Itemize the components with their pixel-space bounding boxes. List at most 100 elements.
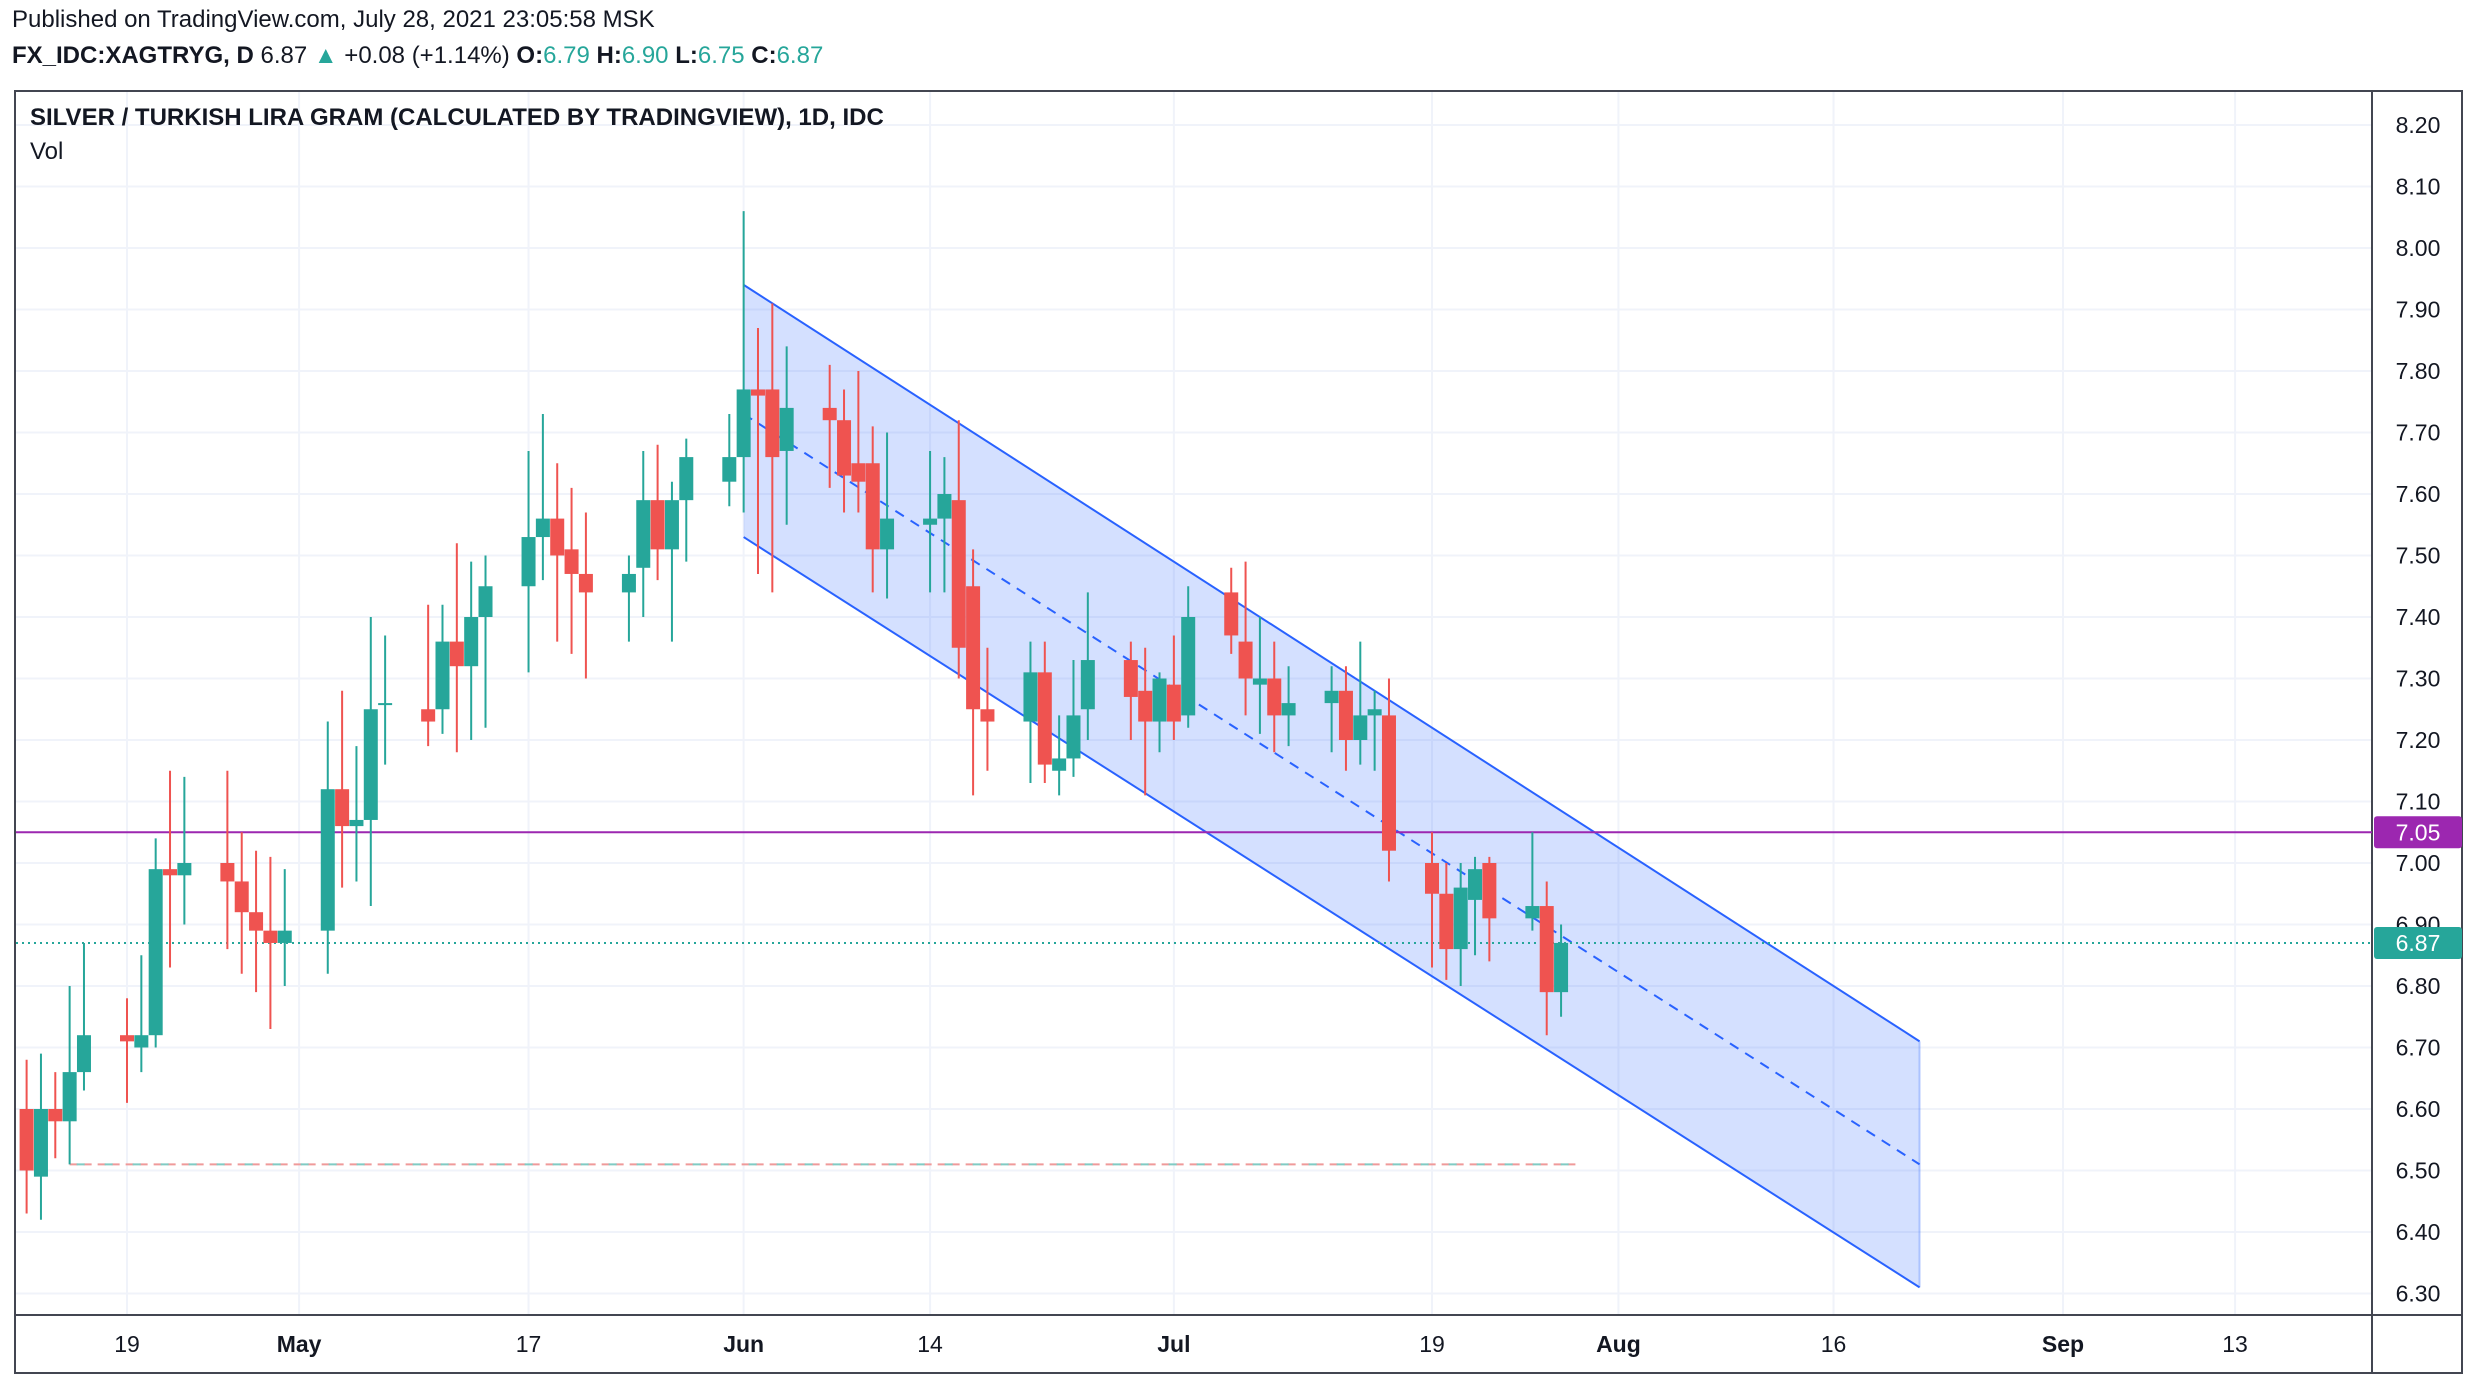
candle-down bbox=[966, 586, 981, 710]
candle-down bbox=[220, 863, 235, 882]
candle-down bbox=[822, 407, 837, 421]
y-tick-label: 7.60 bbox=[2396, 481, 2441, 507]
x-tick-label: Jun bbox=[723, 1331, 764, 1357]
candle-down bbox=[851, 463, 866, 482]
candle-up bbox=[722, 457, 737, 482]
candle-down bbox=[650, 500, 665, 550]
candle-down bbox=[980, 709, 995, 722]
candle-down bbox=[249, 912, 264, 931]
last-price: 6.87 bbox=[260, 42, 308, 69]
y-tick-label: 7.00 bbox=[2396, 850, 2441, 876]
candle-down bbox=[865, 463, 880, 550]
candle-down bbox=[1138, 690, 1153, 722]
last-price-tag: 6.87 bbox=[2396, 930, 2441, 956]
channel-lower-line bbox=[743, 536, 1921, 1289]
candle-down bbox=[19, 1109, 34, 1171]
candle-up bbox=[736, 389, 751, 458]
candle-up bbox=[1080, 660, 1095, 710]
candle-up bbox=[779, 407, 794, 451]
low-label: L: bbox=[675, 42, 698, 69]
candle-up bbox=[435, 641, 450, 710]
candle-up bbox=[1468, 869, 1483, 900]
level-price-tag-bg bbox=[2374, 816, 2462, 849]
candle-up bbox=[1554, 942, 1569, 993]
x-tick-label: Jul bbox=[1157, 1331, 1190, 1357]
last-price-tag-bg bbox=[2374, 926, 2462, 959]
candle-up bbox=[1052, 758, 1067, 771]
candle-down bbox=[1267, 678, 1282, 716]
candle-up bbox=[1367, 709, 1382, 716]
candle-down bbox=[1166, 684, 1181, 722]
candle-up bbox=[1281, 703, 1296, 716]
x-tick-label: 16 bbox=[1821, 1331, 1847, 1357]
candle-down bbox=[765, 389, 780, 458]
candle-up bbox=[636, 500, 651, 568]
symbol-label[interactable]: FX_IDC:XAGTRYG, D bbox=[12, 42, 254, 69]
candle-down bbox=[1338, 690, 1353, 740]
y-tick-label: 7.80 bbox=[2396, 358, 2441, 384]
y-tick-label: 7.30 bbox=[2396, 666, 2441, 692]
candle-up bbox=[1066, 715, 1081, 759]
open-value: 6.79 bbox=[543, 42, 590, 69]
candle-up bbox=[1353, 715, 1368, 740]
x-tick-label: 19 bbox=[1419, 1331, 1445, 1357]
y-tick-label: 8.00 bbox=[2396, 235, 2441, 261]
candle-up bbox=[1453, 887, 1468, 950]
candle-up bbox=[1324, 690, 1339, 704]
candle-up bbox=[1152, 678, 1167, 722]
candle-up bbox=[679, 457, 694, 501]
x-tick-label: Aug bbox=[1596, 1331, 1641, 1357]
candle-down bbox=[550, 518, 565, 556]
candle-down bbox=[234, 881, 249, 913]
candle-up bbox=[1181, 617, 1196, 716]
y-tick-label: 6.40 bbox=[2396, 1219, 2441, 1245]
candle-down bbox=[163, 869, 178, 876]
x-tick-label: 14 bbox=[917, 1331, 943, 1357]
channel-fill bbox=[743, 284, 1920, 1288]
volume-label: Vol bbox=[30, 138, 64, 165]
candle-down bbox=[1238, 641, 1253, 679]
quote-line: FX_IDC:XAGTRYG, D 6.87 ▲ +0.08 (+1.14%) … bbox=[12, 42, 823, 70]
y-tick-label: 6.80 bbox=[2396, 973, 2441, 999]
candle-down bbox=[1425, 863, 1439, 894]
candle-down bbox=[1439, 893, 1454, 950]
candle-up bbox=[33, 1109, 48, 1177]
candle-up bbox=[923, 518, 938, 525]
candle-up bbox=[1252, 678, 1267, 685]
x-tick-label: 19 bbox=[114, 1331, 140, 1357]
y-tick-label: 6.30 bbox=[2396, 1281, 2441, 1307]
x-tick-label: 17 bbox=[516, 1331, 542, 1357]
high-value: 6.90 bbox=[621, 42, 669, 69]
x-tick-label: Sep bbox=[2042, 1331, 2084, 1357]
change-arrow-icon: ▲ bbox=[313, 42, 338, 69]
candle-up bbox=[277, 930, 292, 943]
y-tick-label: 6.60 bbox=[2396, 1096, 2441, 1122]
y-tick-label: 7.70 bbox=[2396, 420, 2441, 446]
candle-up bbox=[1525, 906, 1540, 919]
candle-down bbox=[951, 500, 966, 648]
candle-up bbox=[378, 703, 393, 706]
change-value: +0.08 (+1.14%) bbox=[344, 42, 510, 69]
candle-up bbox=[664, 500, 679, 550]
candle-down bbox=[837, 420, 852, 476]
candle-up bbox=[349, 819, 364, 827]
y-tick-label: 6.70 bbox=[2396, 1035, 2441, 1061]
candle-down bbox=[750, 389, 765, 396]
y-tick-label: 6.50 bbox=[2396, 1158, 2441, 1184]
candle-down bbox=[564, 549, 579, 574]
y-tick-label: 8.20 bbox=[2396, 112, 2441, 138]
y-tick-label: 8.10 bbox=[2396, 174, 2441, 200]
y-tick-label: 7.40 bbox=[2396, 604, 2441, 630]
candle-up bbox=[621, 573, 636, 593]
candle-down bbox=[421, 709, 436, 722]
y-tick-label: 7.20 bbox=[2396, 727, 2441, 753]
open-label: O: bbox=[516, 42, 544, 69]
y-tick-label: 7.50 bbox=[2396, 543, 2441, 569]
candle-down bbox=[48, 1109, 63, 1122]
candle-up bbox=[62, 1072, 77, 1122]
candle-up bbox=[464, 617, 479, 667]
candle-down bbox=[1482, 863, 1497, 919]
candle-up bbox=[76, 1035, 91, 1073]
candle-up bbox=[478, 586, 493, 617]
